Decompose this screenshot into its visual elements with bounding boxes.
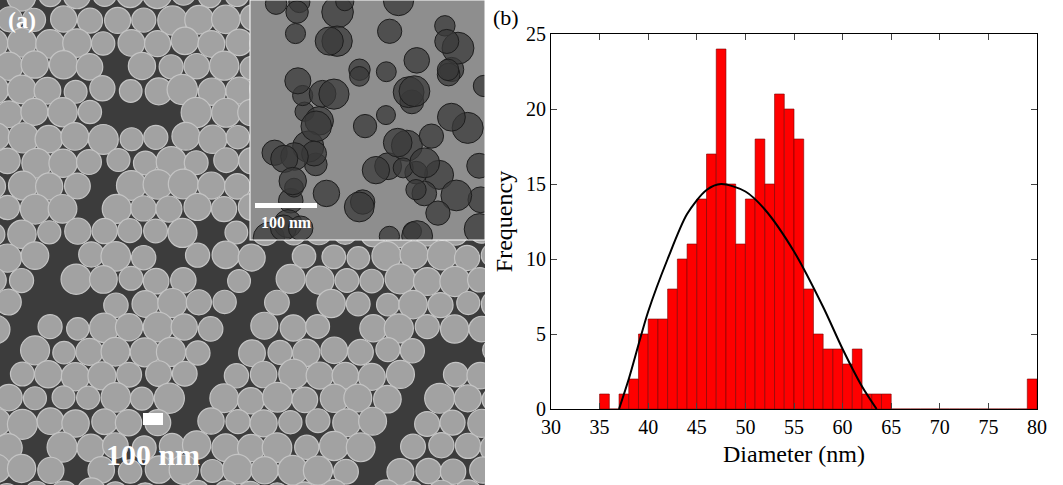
svg-text:30: 30 (541, 416, 561, 438)
svg-text:100 nm: 100 nm (106, 438, 200, 471)
svg-text:40: 40 (638, 416, 658, 438)
svg-text:25: 25 (526, 23, 546, 45)
svg-text:Diameter (nm): Diameter (nm) (723, 441, 865, 467)
svg-text:65: 65 (881, 416, 901, 438)
svg-text:100 nm: 100 nm (261, 214, 312, 231)
svg-text:0: 0 (536, 398, 546, 420)
svg-text:5: 5 (536, 323, 546, 345)
svg-text:80: 80 (1027, 416, 1047, 438)
svg-text:15: 15 (526, 173, 546, 195)
svg-text:70: 70 (930, 416, 950, 438)
svg-text:55: 55 (784, 416, 804, 438)
svg-text:(a): (a) (8, 7, 36, 33)
svg-text:Frequency: Frequency (491, 171, 517, 272)
svg-text:50: 50 (735, 416, 755, 438)
svg-text:60: 60 (833, 416, 853, 438)
svg-text:35: 35 (590, 416, 610, 438)
svg-text:20: 20 (526, 98, 546, 120)
svg-text:10: 10 (526, 248, 546, 270)
svg-text:(b): (b) (493, 5, 519, 30)
svg-text:45: 45 (687, 416, 707, 438)
svg-text:75: 75 (978, 416, 998, 438)
